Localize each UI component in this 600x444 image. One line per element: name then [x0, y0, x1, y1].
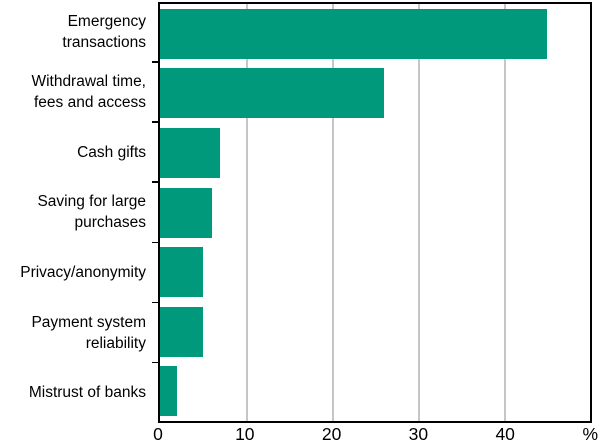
category-label: Mistrust of banks — [28, 384, 146, 402]
bar-row — [160, 4, 590, 64]
bar-privacy-anonymity — [160, 247, 203, 298]
x-tick-label: 10 — [235, 424, 255, 444]
gridline — [246, 4, 248, 421]
bar-emergency-transactions — [160, 8, 547, 59]
category-label: Emergency transactions — [62, 13, 146, 52]
x-tick-label: 30 — [408, 424, 429, 444]
bar-rows — [160, 4, 590, 421]
category-tick-mark — [152, 181, 158, 184]
x-axis: 0 10 20 30 40 % — [153, 424, 598, 444]
category-tick-mark — [152, 121, 158, 123]
gridline — [332, 4, 334, 421]
bar-mistrust-of-banks — [160, 366, 178, 417]
category-label: Saving for large purchases — [37, 193, 146, 232]
bar-row — [160, 183, 590, 243]
bar-row — [160, 242, 590, 302]
gridline — [504, 4, 506, 421]
category-tick-mark — [152, 361, 158, 364]
bar-payment-system-reliability — [160, 306, 203, 357]
category-tick-mark — [152, 301, 158, 304]
category-axis: Emergency transactions Withdrawal time, … — [0, 2, 152, 423]
bar-cash-gifts — [160, 127, 221, 178]
x-tick-label: 40 — [495, 424, 515, 444]
bar-row — [160, 302, 590, 362]
gridline — [418, 4, 420, 421]
category-label: Payment system reliability — [31, 313, 146, 352]
unit-label: % — [582, 424, 598, 444]
bar-row — [160, 64, 590, 124]
x-tick-label: 0 — [153, 424, 163, 444]
x-tick-label: 20 — [321, 424, 342, 444]
plot-area — [158, 2, 592, 423]
bar-saving-large-purchases — [160, 187, 212, 238]
category-tick-marks — [152, 2, 158, 423]
category-tick-mark — [152, 241, 158, 244]
category-label: Privacy/anonymity — [20, 264, 146, 282]
category-tick-mark — [152, 61, 158, 63]
category-label: Cash gifts — [77, 143, 146, 161]
bar-row — [160, 361, 590, 421]
bar-row — [160, 123, 590, 183]
bar-withdrawal-time-fees-access — [160, 68, 384, 119]
category-label: Withdrawal time, fees and access — [31, 73, 146, 112]
